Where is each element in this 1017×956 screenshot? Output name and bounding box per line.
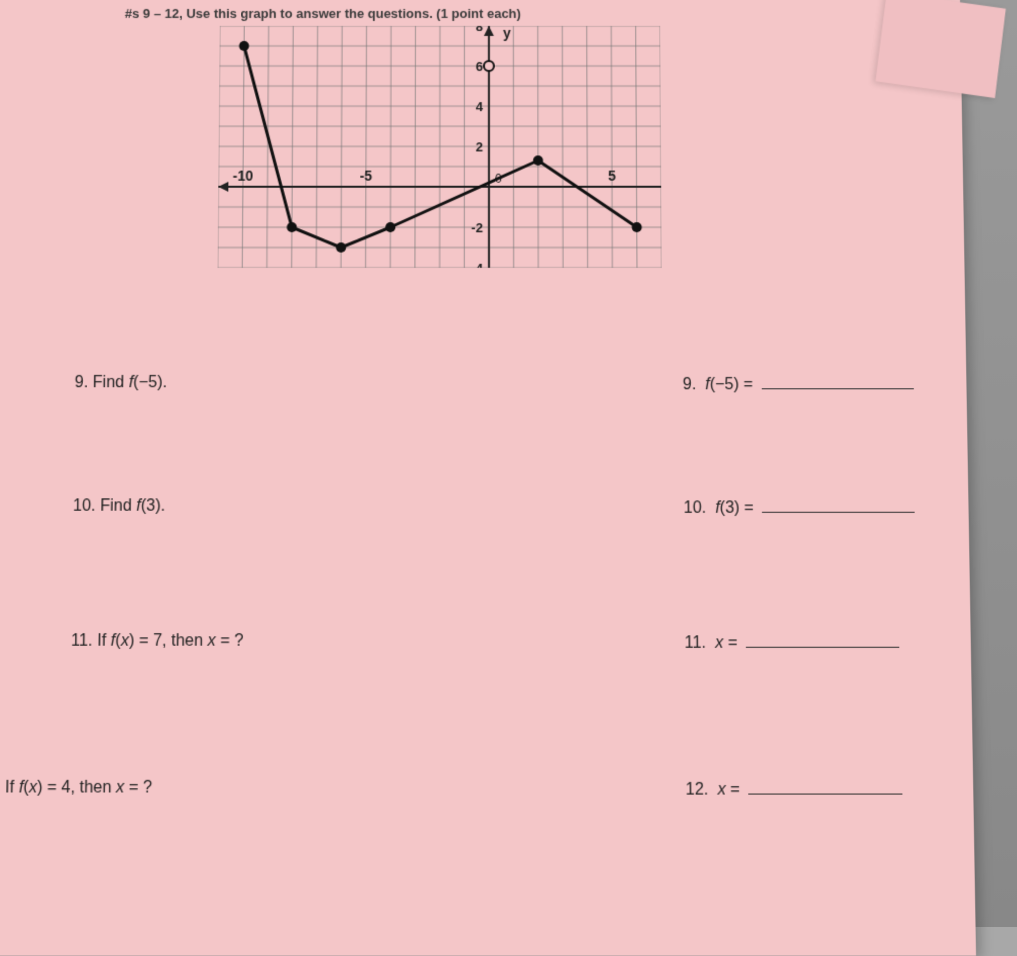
answer-12: 12. x = [685, 779, 902, 800]
instruction-text: #s 9 – 12, Use this graph to answer the … [125, 6, 521, 21]
question-9-text: Find f(−5). [93, 374, 168, 391]
answer-12-label: 12. x = [685, 781, 740, 799]
answer-9-blank[interactable] [761, 374, 913, 389]
answer-10-label: 10. f(3) = [683, 499, 753, 517]
svg-text:y: y [503, 26, 511, 41]
svg-text:8: 8 [476, 26, 483, 34]
svg-text:5: 5 [608, 168, 616, 184]
question-12-text: If f(x) = 4, then x = ? [5, 779, 152, 797]
svg-text:-10: -10 [233, 168, 254, 184]
svg-text:6: 6 [476, 59, 483, 74]
answer-11-blank[interactable] [746, 632, 900, 648]
question-10-prompt: 10. Find f(3). [73, 497, 166, 516]
question-11-text: If f(x) = 7, then x = ? [97, 632, 244, 650]
svg-text:2: 2 [476, 139, 483, 154]
question-10-text: Find f(3). [100, 497, 165, 515]
answer-9-label: 9. f(−5) = [683, 376, 753, 393]
question-12-number: 2. [0, 779, 1, 797]
question-11-prompt: 11. If f(x) = 7, then x = ? [71, 632, 244, 651]
answer-10-blank[interactable] [762, 497, 915, 512]
function-graph: y-10-558642-2-40 [218, 26, 662, 273]
answer-9: 9. f(−5) = [683, 374, 914, 394]
question-9-number: 9. [75, 374, 89, 391]
worksheet-page: #s 9 – 12, Use this graph to answer the … [0, 0, 976, 956]
page-fold [875, 0, 1005, 98]
svg-text:4: 4 [476, 99, 484, 114]
svg-text:-4: -4 [471, 261, 483, 268]
question-11-number: 11. [71, 632, 93, 650]
question-12-prompt: 2. If f(x) = 4, then x = ? [0, 779, 152, 798]
answer-11-label: 11. x = [684, 634, 737, 652]
question-10-number: 10. [73, 497, 96, 515]
answer-11: 11. x = [684, 632, 899, 653]
answer-10: 10. f(3) = [683, 497, 915, 518]
svg-text:-5: -5 [360, 168, 373, 184]
answer-12-blank[interactable] [749, 779, 903, 795]
svg-text:-2: -2 [471, 220, 483, 235]
question-9-prompt: 9. Find f(−5). [75, 374, 168, 392]
